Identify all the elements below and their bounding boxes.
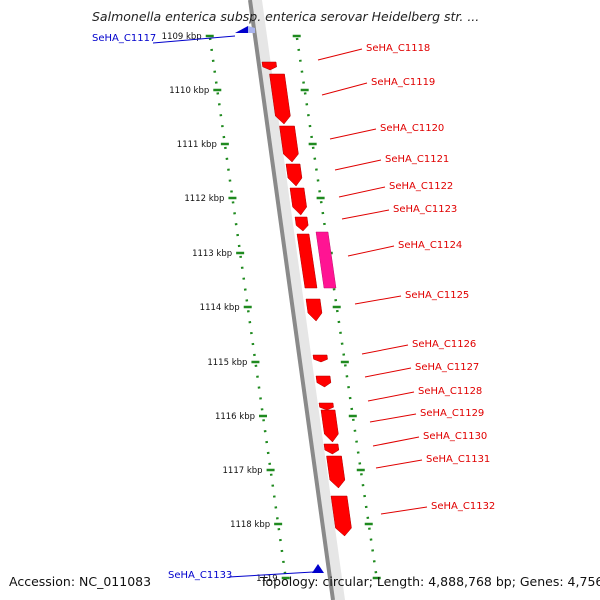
gene-seha-c1120[interactable] xyxy=(279,125,299,163)
gene-label-seha-c1132[interactable]: SeHA_C1132 xyxy=(431,501,495,512)
gene-seha-c1118[interactable] xyxy=(261,61,277,71)
gene-label-leader xyxy=(361,344,409,355)
gene-seha-c1126[interactable] xyxy=(312,354,328,363)
gene-seha-c1127[interactable] xyxy=(315,375,332,388)
gene-label-leader xyxy=(375,459,423,469)
gene-seha-c1117[interactable] xyxy=(235,26,248,33)
gene-label-leader xyxy=(354,295,402,305)
gene-label-seha-c1123[interactable]: SeHA_C1123 xyxy=(393,204,457,215)
accession-text: Accession: NC_011083 xyxy=(9,574,152,589)
gene-seha-c1125[interactable] xyxy=(305,298,323,322)
gene-label-leader xyxy=(372,436,420,447)
gene-label-leader xyxy=(334,159,382,171)
gene-label-leader xyxy=(367,391,415,402)
gene-label-leader xyxy=(329,128,377,140)
gene-seha-c1121[interactable] xyxy=(285,163,303,187)
genome-summary-text: Topology: circular; Length: 4,888,768 bp… xyxy=(260,574,600,589)
gene-seha-c1132[interactable] xyxy=(330,495,352,537)
scale-tick-label: 1115 kbp xyxy=(207,358,247,368)
gene-seha-c1124-partner[interactable] xyxy=(296,233,318,289)
gene-label-seha-c1125[interactable]: SeHA_C1125 xyxy=(405,290,469,301)
gene-label-leader xyxy=(380,506,428,515)
gene-label-leader xyxy=(338,186,386,198)
gene-seha-c1130[interactable] xyxy=(323,443,340,455)
gene-label-seha-c1127[interactable]: SeHA_C1127 xyxy=(415,362,479,373)
gene-label-seha-c1130[interactable]: SeHA_C1130 xyxy=(423,431,487,442)
gene-label-leader xyxy=(347,245,395,257)
gene-label-leader xyxy=(317,48,363,61)
gene-label-seha-c1118[interactable]: SeHA_C1118 xyxy=(366,43,430,54)
gene-label-seha-c1128[interactable]: SeHA_C1128 xyxy=(418,386,482,397)
scale-tick-label: 1117 kbp xyxy=(223,466,263,476)
gene-seha-c1119[interactable] xyxy=(269,73,291,125)
scale-tick-label: 1116 kbp xyxy=(215,412,255,422)
gene-label-leader xyxy=(364,367,412,378)
gene-label-leader xyxy=(152,35,236,44)
gene-seha-c1122[interactable] xyxy=(289,187,307,216)
gene-label-seha-c1122[interactable]: SeHA_C1122 xyxy=(389,181,453,192)
scale-tick-label: 1111 kbp xyxy=(177,140,217,150)
gene-label-seha-c1124[interactable]: SeHA_C1124 xyxy=(398,240,462,251)
gene-label-seha-c1131[interactable]: SeHA_C1131 xyxy=(426,454,490,465)
gene-label-seha-c1133[interactable]: SeHA_C1133 xyxy=(168,570,232,581)
gene-label-seha-c1129[interactable]: SeHA_C1129 xyxy=(420,408,484,419)
backbone-shadow xyxy=(250,0,345,600)
gene-label-seha-c1126[interactable]: SeHA_C1126 xyxy=(412,339,476,350)
gene-seha-c1133[interactable] xyxy=(312,564,324,573)
gene-label-leader xyxy=(228,571,314,578)
map-title: Salmonella enterica subsp. enterica sero… xyxy=(92,9,480,24)
scale-tick-label: 1110 kbp xyxy=(169,86,209,96)
scale-tick-label: 1118 kbp xyxy=(230,520,270,530)
scale-tick-label: 1119 xyxy=(256,574,278,584)
gene-label-seha-c1119[interactable]: SeHA_C1119 xyxy=(371,77,435,88)
gene-label-seha-c1117[interactable]: SeHA_C1117 xyxy=(92,33,156,44)
gene-seha-c1117-shade xyxy=(248,26,255,33)
scale-tick-label: 1112 kbp xyxy=(184,194,224,204)
backbone-line xyxy=(248,0,335,600)
gene-label-leader xyxy=(369,413,417,423)
scale-tick-label: 1114 kbp xyxy=(200,303,240,313)
scale-tick-label: 1113 kbp xyxy=(192,249,232,259)
scale-tick-label: 1109 kbp xyxy=(162,32,202,42)
gene-label-leader xyxy=(341,209,390,220)
gene-seha-c1123[interactable] xyxy=(294,216,309,232)
gene-label-seha-c1120[interactable]: SeHA_C1120 xyxy=(380,123,444,134)
gene-label-leader xyxy=(321,82,368,96)
gene-label-seha-c1121[interactable]: SeHA_C1121 xyxy=(385,154,449,165)
gene-seha-c1129[interactable] xyxy=(320,409,339,443)
gene-seha-c1124[interactable] xyxy=(315,231,337,289)
gene-seha-c1128[interactable] xyxy=(318,402,334,411)
gene-seha-c1131[interactable] xyxy=(326,455,346,489)
